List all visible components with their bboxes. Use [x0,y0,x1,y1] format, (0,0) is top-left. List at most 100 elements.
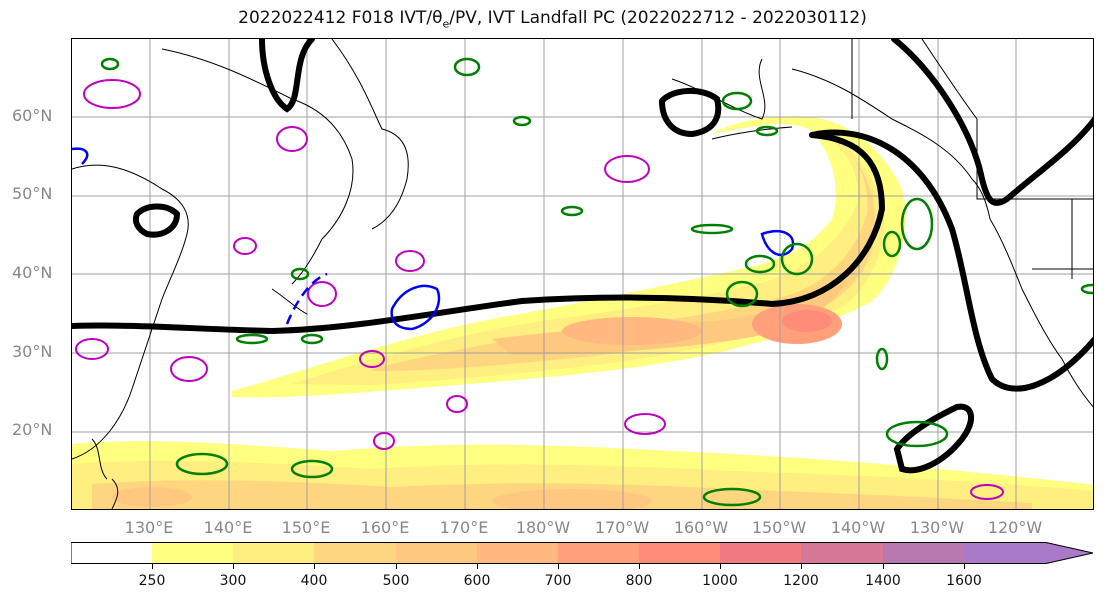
pc-contour-coast [891,39,1093,206]
theta-e-contour [900,197,934,251]
colorbar-tick-label: 1200 [783,573,819,589]
theta-e-contour [453,57,481,77]
lon-label-140w: 140°W [830,518,886,537]
theta-e-contour [290,267,310,281]
colorbar-tick-label: 1400 [865,573,901,589]
colorbar-bin [883,542,964,564]
theta-e-contour [235,333,269,345]
colorbar-bin [720,542,801,564]
colorbar-tick-label: 1600 [946,573,982,589]
colorbar-tick-label: 1000 [702,573,738,589]
map-canvas [72,39,1093,509]
theta-e-contour [882,230,902,258]
pv-contour [233,237,257,255]
lat-label-30n: 30°N [12,342,53,361]
colorbar-tickmark [558,564,559,569]
lon-label-130w: 130°W [909,518,965,537]
pv-contour [604,155,650,183]
theta-e-contour [512,115,532,127]
lon-label-150w: 150°W [751,518,807,537]
pv-magenta-contours [75,79,1004,500]
theta-e-contour [175,452,229,476]
colorbar-tickmark [233,564,234,569]
theta-e-contour [100,57,120,71]
lon-label-150e: 150°E [281,518,331,537]
theta-e-contour [744,254,776,274]
colorbar-tickmark [639,564,640,569]
pv-contour [307,281,337,307]
lon-label-180w: 180°W [515,518,571,537]
map-panel [71,38,1094,510]
pv-blue-contour [760,230,795,257]
graticule [72,39,1093,509]
lat-label-40n: 40°N [12,263,53,282]
theta-e-contour [1080,283,1093,295]
colorbar-extend-arrow [964,542,1093,564]
colorbar-bin [314,542,396,564]
pv-blue-contour [390,284,441,331]
colorbar-bin [71,542,152,564]
pv-contour [624,413,666,435]
ivt-shading-south [72,441,1093,509]
lon-label-120w: 120°W [987,518,1043,537]
colorbar-tickmark [396,564,397,569]
colorbar-tickmark [477,564,478,569]
title-text-main: 2022022412 F018 IVT/ [238,8,433,28]
colorbar-bin [801,542,883,564]
lon-label-170e: 170°E [439,518,489,537]
title-subscript-e: e [442,17,450,31]
pv-blue-contour [72,147,89,165]
pv-contour [170,356,208,382]
colorbar-tick-label: 600 [463,573,491,589]
pv-blue-dashed-contour [285,272,328,325]
lon-label-160w: 160°W [673,518,729,537]
colorbar-tickmark [152,564,153,569]
colorbar-tickmark [801,564,802,569]
pc-contour-aleutian [658,87,722,138]
pv-contour [83,79,141,109]
pc-contour-east [809,129,1093,392]
theta-e-contour [725,280,759,308]
pv-contour [276,126,308,152]
colorbar-outline [71,542,1094,564]
ivt-shading-plume [232,116,906,398]
pv-contour [75,338,109,360]
colorbar-bin [152,542,233,564]
colorbar-tickmark [964,564,965,569]
pc-contour-north [259,39,315,113]
colorbar-tickmark [314,564,315,569]
colorbar-bin [477,542,558,564]
title-theta: θ [432,8,443,28]
title-text-rest: /PV, IVT Landfall PC (2022022712 - 20220… [449,8,867,28]
colorbar-tick-label: 300 [219,573,247,589]
colorbar-bin [233,542,314,564]
pv-contour [970,484,1004,500]
colorbar-bin [396,542,477,564]
colorbar-tickmark [883,564,884,569]
lon-label-130e: 130°E [124,518,174,537]
pv-contour [446,395,468,413]
colorbar-tick-label: 400 [300,573,328,589]
theta-e-contour [721,91,753,111]
theta-e-contour [755,125,779,137]
pc-contour-south [893,403,974,474]
theta-e-contour [290,459,334,479]
colorbar-tickmark [720,564,721,569]
colorbar-tick-label: 700 [544,573,572,589]
theta-e-contour [885,420,949,448]
colorbar-tick-label: 500 [382,573,410,589]
colorbar-bin [558,542,639,564]
coastlines [72,39,1093,509]
colorbar-tick-label: 800 [625,573,653,589]
theta-e-contour [875,347,889,371]
theta-e-contour [300,333,324,345]
colorbar-tick-label: 250 [138,573,166,589]
theta-e-contour [780,242,814,276]
pc-contour [72,39,1093,474]
theta-e-contour [690,223,734,235]
pv-contour [395,250,425,272]
pv-blue-contours [72,147,795,331]
pc-contour-asia [132,203,181,238]
lon-label-170w: 170°W [594,518,650,537]
theta-e-contours [100,57,1093,507]
